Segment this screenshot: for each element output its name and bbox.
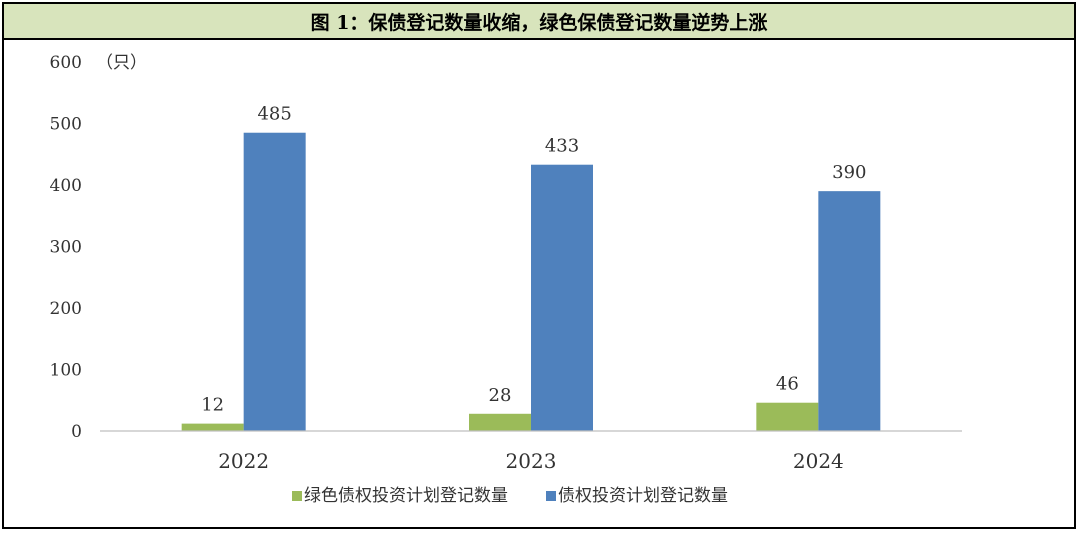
x-axis: 2022 2023 2024 bbox=[100, 430, 962, 473]
y-tick-label: 500 bbox=[50, 115, 82, 135]
data-label: 433 bbox=[545, 136, 579, 157]
x-tick-label: 2022 bbox=[218, 449, 269, 473]
bar-green-bond-plans bbox=[756, 402, 819, 431]
data-label: 390 bbox=[832, 162, 866, 183]
x-tick-label: 2023 bbox=[506, 449, 557, 473]
data-label: 46 bbox=[776, 374, 799, 395]
x-tick-label: 2024 bbox=[793, 449, 844, 473]
bar-green-bond-plans bbox=[181, 423, 244, 431]
data-label: 28 bbox=[489, 385, 512, 406]
y-tick-label: 600 bbox=[50, 53, 82, 73]
y-tick-label: 0 bbox=[71, 422, 82, 442]
y-axis: 0 100 200 300 400 500 600 （只） bbox=[50, 53, 147, 442]
figure-title: 图 1：保债登记数量收缩，绿色保债登记数量逆势上涨 bbox=[310, 11, 768, 34]
y-axis-unit-label: （只） bbox=[96, 53, 147, 73]
bar-bond-plans bbox=[531, 164, 593, 431]
data-labels: 12 485 28 433 46 390 bbox=[201, 104, 866, 416]
y-tick-label: 200 bbox=[50, 299, 82, 319]
data-label: 12 bbox=[201, 395, 224, 416]
bar-bond-plans bbox=[818, 191, 881, 431]
figure-title-bar: 图 1：保债登记数量收缩，绿色保债登记数量逆势上涨 bbox=[4, 4, 1074, 40]
legend: 绿色债权投资计划登记数量 债权投资计划登记数量 bbox=[292, 486, 728, 506]
bar-green-bond-plans bbox=[469, 413, 531, 431]
bars bbox=[181, 132, 881, 431]
legend-label: 绿色债权投资计划登记数量 bbox=[304, 486, 508, 506]
y-tick-label: 100 bbox=[50, 361, 82, 381]
legend-label: 债权投资计划登记数量 bbox=[558, 486, 728, 506]
y-tick-label: 300 bbox=[50, 238, 82, 258]
bar-bond-plans bbox=[243, 132, 306, 431]
legend-swatch bbox=[546, 491, 556, 501]
legend-swatch bbox=[292, 491, 302, 501]
y-tick-label: 400 bbox=[50, 176, 82, 196]
data-label: 485 bbox=[257, 104, 291, 125]
